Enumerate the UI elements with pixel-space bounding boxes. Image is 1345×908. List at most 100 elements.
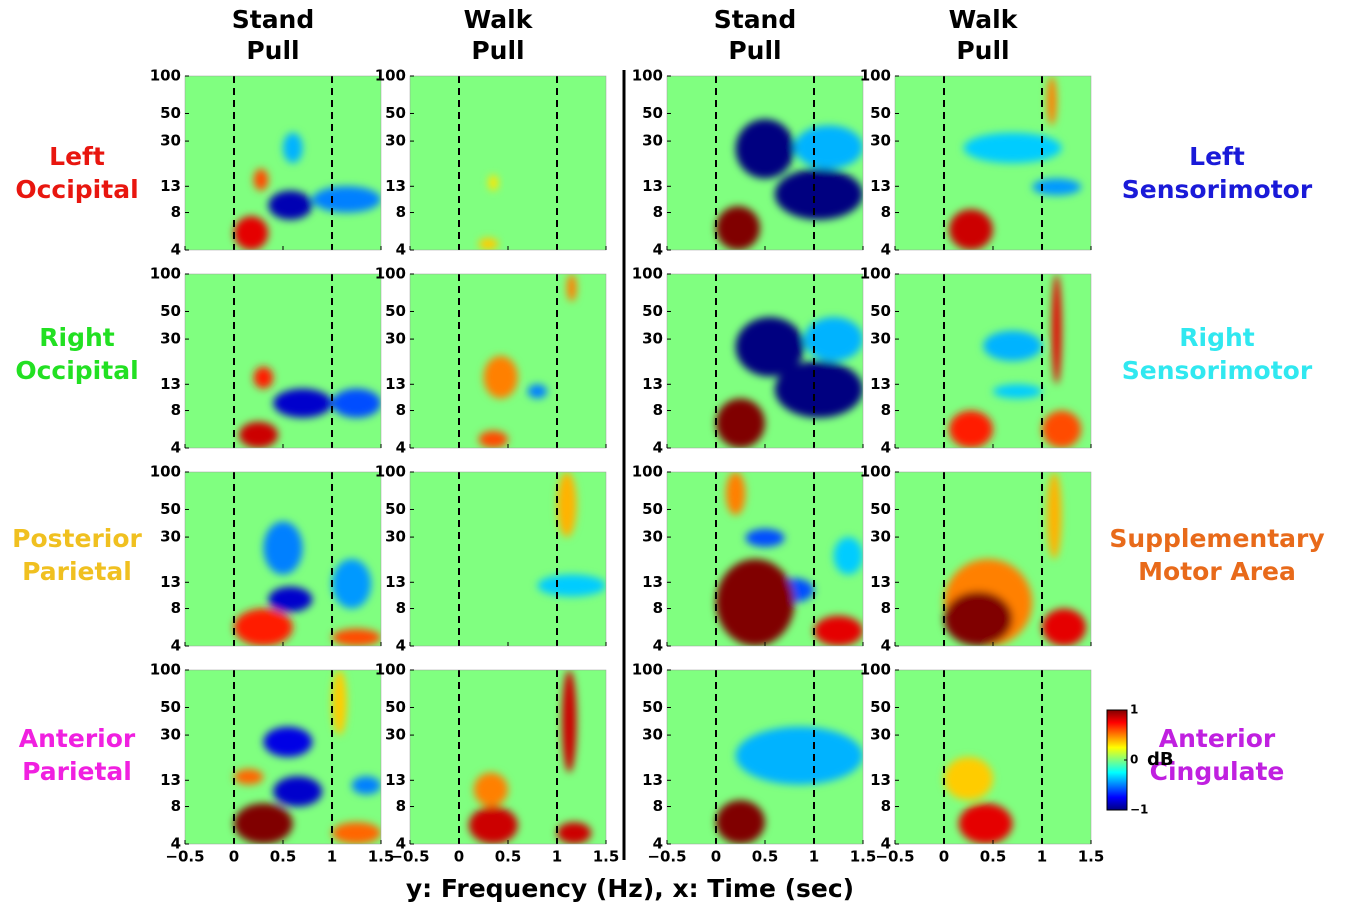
y-tick-label: 8 [653,797,663,815]
blobs [238,366,381,448]
y-tick-label: 100 [632,67,663,85]
column-title: Pull [728,36,781,65]
power-blob [234,216,269,250]
y-tick-label: 4 [653,835,663,853]
column-title: Pull [471,36,524,65]
y-tick-label: 13 [385,573,406,591]
panel [185,274,381,448]
y-tick-label: 4 [396,241,406,259]
power-blob [1051,274,1062,385]
power-blob [814,615,863,646]
power-blob [944,591,1013,646]
y-tick-label: 30 [160,528,181,546]
y-tick-label: 8 [396,599,406,617]
y-tick-label: 100 [632,265,663,283]
y-tick-label: 4 [396,637,406,655]
power-blob [332,388,381,418]
y-tick-label: 30 [870,726,891,744]
power-blob [1042,410,1082,448]
x-tick-label: 1.5 [593,848,620,866]
region-label: Left [1189,142,1245,171]
power-blob [351,776,381,795]
panel [410,472,606,646]
panel [667,274,863,448]
panel [895,670,1091,844]
power-blob [557,822,592,844]
y-tick-label: 8 [171,599,181,617]
blobs [234,521,381,646]
power-blob [312,186,381,213]
power-blob [1042,608,1087,646]
x-tick-label: 0.5 [270,848,297,866]
panel [185,670,381,844]
power-blob [983,330,1042,361]
blobs [537,472,606,597]
y-tick-label: 50 [642,500,663,518]
y-tick-label: 13 [160,177,181,195]
power-blob [253,168,269,191]
column-title: Walk [464,5,534,34]
x-tick-label: 1.5 [368,848,395,866]
y-tick-label: 100 [375,463,406,481]
y-tick-label: 13 [385,771,406,789]
y-tick-label: 100 [860,67,891,85]
y-tick-label: 100 [632,463,663,481]
y-tick-label: 4 [653,241,663,259]
blobs [944,757,1013,844]
y-tick-label: 30 [385,330,406,348]
y-tick-label: 13 [870,771,891,789]
y-tick-label: 13 [870,573,891,591]
power-blob [273,388,332,418]
power-blob [332,822,381,844]
column-title: Pull [246,36,299,65]
power-blob [735,317,805,377]
power-blob [332,670,347,736]
region-label: Supplementary [1109,524,1324,553]
y-tick-label: 50 [642,104,663,122]
x-tick-label: 0.5 [980,848,1007,866]
region-label: Parietal [22,557,132,586]
x-tick-label: 0 [711,848,721,866]
power-blob [716,559,795,646]
power-blob [268,586,313,613]
power-blob [993,384,1042,399]
power-blob [263,521,303,575]
y-tick-label: 100 [150,67,181,85]
y-tick-label: 30 [160,726,181,744]
region-label: Sensorimotor [1122,175,1313,204]
panel-background [185,76,381,250]
x-tick-label: −0.5 [647,848,686,866]
blobs [716,472,863,646]
region-label: Cingulate [1150,757,1285,786]
y-tick-label: 50 [870,104,891,122]
y-tick-label: 13 [642,177,663,195]
y-tick-label: 100 [860,661,891,679]
power-blob [735,726,863,785]
blobs [234,670,381,844]
power-blob [948,410,993,448]
y-tick-label: 13 [642,771,663,789]
y-tick-label: 100 [375,265,406,283]
y-tick-label: 13 [870,375,891,393]
power-blob [557,472,577,538]
y-tick-label: 8 [171,203,181,221]
power-blob [332,628,381,646]
column-title: Stand [232,5,315,34]
blobs [716,317,863,448]
x-tick-label: 0 [454,848,464,866]
blobs [234,132,381,250]
region-label: Anterior [19,724,136,753]
panel [667,76,863,250]
power-blob [478,237,499,250]
y-tick-label: 8 [396,203,406,221]
power-blob [468,806,518,844]
x-tick-label: 1 [552,848,562,866]
power-blob [725,472,746,516]
y-tick-label: 50 [160,500,181,518]
power-blob [478,430,508,448]
panel-background [895,76,1091,250]
x-tick-label: 1.5 [1078,848,1105,866]
y-tick-label: 8 [396,401,406,419]
blobs [716,119,863,250]
